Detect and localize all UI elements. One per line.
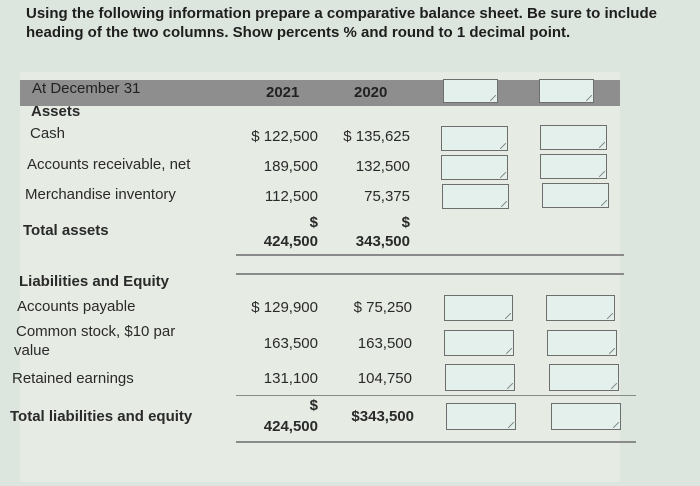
cash-pct-2021-input[interactable] bbox=[441, 126, 508, 151]
inventory-pct-2020-input[interactable] bbox=[542, 183, 609, 208]
header-label: At December 31 bbox=[32, 80, 141, 97]
header-2021: 2021 bbox=[266, 84, 300, 101]
common-stock-2020: 163,500 bbox=[357, 335, 412, 352]
retained-earnings-2021: 131,100 bbox=[263, 370, 318, 387]
liabilities-subtotal-rule bbox=[236, 395, 636, 396]
total-assets-rule-1 bbox=[236, 254, 624, 256]
total-liabilities-2020: $343,500 bbox=[351, 408, 414, 425]
total-assets-2020: 343,500 bbox=[355, 233, 410, 250]
instructions-text: Using the following information prepare … bbox=[26, 5, 657, 41]
cash-2021: $ 122,500 bbox=[251, 128, 318, 145]
ap-2020: $ 75,250 bbox=[353, 299, 412, 316]
total-liabilities-pct-2020-input[interactable] bbox=[551, 403, 621, 430]
ap-pct-2021-input[interactable] bbox=[444, 295, 513, 321]
balance-sheet-panel bbox=[20, 72, 620, 482]
cash-pct-2020-input[interactable] bbox=[540, 125, 607, 150]
header-input-2[interactable] bbox=[539, 79, 594, 103]
common-stock-label-1: Common stock, $10 par bbox=[16, 323, 176, 340]
total-liabilities-2021-sign: $ bbox=[309, 397, 318, 414]
ar-pct-2021-input[interactable] bbox=[441, 155, 508, 180]
ap-pct-2020-input[interactable] bbox=[546, 295, 615, 321]
cash-2020: $ 135,625 bbox=[343, 128, 410, 145]
retained-earnings-pct-2021-input[interactable] bbox=[445, 364, 515, 391]
cash-label: Cash bbox=[30, 125, 66, 142]
ar-2021: 189,500 bbox=[263, 158, 318, 175]
common-stock-pct-2021-input[interactable] bbox=[444, 330, 514, 356]
total-assets-rule-2 bbox=[236, 273, 624, 275]
retained-earnings-label: Retained earnings bbox=[12, 370, 134, 387]
total-liabilities-2021: 424,500 bbox=[263, 418, 318, 435]
liabilities-heading: Liabilities and Equity bbox=[19, 273, 170, 290]
retained-earnings-2020: 104,750 bbox=[357, 370, 412, 387]
retained-earnings-pct-2020-input[interactable] bbox=[549, 364, 619, 391]
ap-2021: $ 129,900 bbox=[251, 299, 318, 316]
inventory-2021: 112,500 bbox=[264, 188, 318, 205]
total-assets-2021: 424,500 bbox=[263, 233, 318, 250]
common-stock-label-2: value bbox=[14, 342, 50, 359]
total-assets-2021-sign: $ bbox=[309, 214, 318, 231]
common-stock-pct-2020-input[interactable] bbox=[547, 330, 617, 356]
ar-label: Accounts receivable, net bbox=[27, 156, 191, 173]
total-liabilities-rule bbox=[236, 441, 636, 443]
ar-pct-2020-input[interactable] bbox=[540, 154, 607, 179]
total-liabilities-pct-2021-input[interactable] bbox=[446, 403, 516, 430]
assets-heading: Assets bbox=[31, 103, 81, 120]
table-header-band bbox=[20, 80, 620, 106]
inventory-label: Merchandise inventory bbox=[25, 186, 176, 203]
total-liabilities-label: Total liabilities and equity bbox=[10, 408, 193, 425]
ap-label: Accounts payable bbox=[17, 298, 136, 315]
inventory-pct-2021-input[interactable] bbox=[442, 184, 509, 209]
header-input-1[interactable] bbox=[443, 79, 498, 103]
total-assets-label: Total assets bbox=[23, 222, 109, 239]
inventory-2020: 75,375 bbox=[364, 188, 410, 205]
ar-2020: 132,500 bbox=[355, 158, 410, 175]
header-2020: 2020 bbox=[354, 84, 388, 101]
total-assets-2020-sign: $ bbox=[401, 214, 410, 231]
common-stock-2021: 163,500 bbox=[263, 335, 318, 352]
